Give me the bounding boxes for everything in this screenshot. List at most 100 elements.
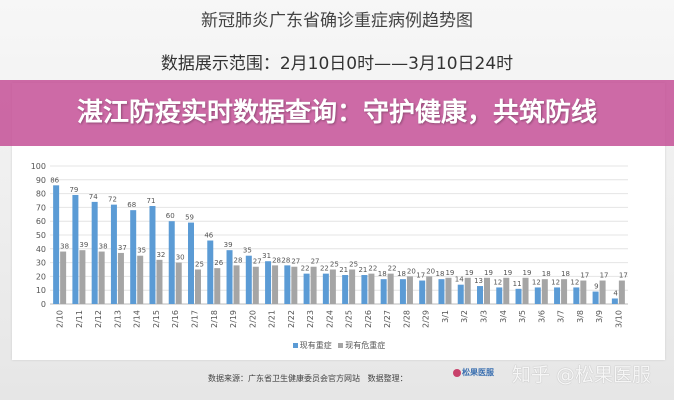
legend-swatch-series2 <box>338 343 344 348</box>
bar-severe <box>611 298 618 304</box>
x-tick-label: 3/4 <box>499 310 508 323</box>
x-tick-label: 3/1 <box>441 310 450 323</box>
data-label: 13 <box>474 277 483 285</box>
y-tick-label: 90 <box>36 176 46 185</box>
data-label: 60 <box>166 212 175 220</box>
bar-severe <box>303 273 310 304</box>
y-tick-label: 40 <box>36 245 46 254</box>
x-tick-label: 2/19 <box>229 310 238 328</box>
x-tick-label: 3/8 <box>576 310 585 323</box>
bar-severe <box>534 287 541 304</box>
bar-severe <box>322 273 329 304</box>
data-label: 25 <box>349 261 358 269</box>
data-label: 21 <box>339 266 348 274</box>
x-tick-label: 2/28 <box>402 310 411 328</box>
data-label: 12 <box>570 278 579 286</box>
bar-severe <box>226 250 233 304</box>
data-label: 19 <box>445 269 454 277</box>
y-tick-label: 0 <box>41 300 46 309</box>
data-label: 37 <box>118 244 127 252</box>
bar-severe <box>380 279 387 304</box>
chart-subtitle: 数据展示范围：2月10日0时——3月10日24时 <box>160 54 514 74</box>
y-tick-label: 30 <box>36 259 46 268</box>
x-tick-label: 2/20 <box>248 310 257 328</box>
bar-critical <box>426 276 433 304</box>
x-tick-label: 2/18 <box>210 310 219 328</box>
data-label: 21 <box>358 266 367 274</box>
data-label: 28 <box>281 256 290 264</box>
bar-severe <box>168 221 175 304</box>
data-label: 20 <box>407 267 416 275</box>
data-label: 12 <box>493 278 502 286</box>
bar-critical <box>561 279 568 304</box>
bar-severe <box>399 279 406 304</box>
data-label: 46 <box>204 232 213 240</box>
bar-critical <box>175 262 182 304</box>
data-label: 28 <box>272 256 281 264</box>
data-label: 11 <box>513 280 522 288</box>
bar-severe <box>53 185 60 304</box>
logo-text: 松果医服 <box>462 368 494 377</box>
data-label: 18 <box>397 270 406 278</box>
bar-critical <box>599 280 606 304</box>
bar-critical <box>503 277 510 304</box>
data-label: 19 <box>484 269 493 277</box>
data-label: 18 <box>561 270 570 278</box>
x-tick-label: 2/24 <box>325 310 334 328</box>
data-label: 74 <box>89 193 98 201</box>
bar-severe <box>110 204 117 304</box>
x-tick-label: 2/15 <box>152 310 161 328</box>
bar-critical <box>464 277 471 304</box>
x-tick-label: 2/13 <box>113 310 122 328</box>
bar-severe <box>342 275 349 304</box>
x-tick-label: 3/2 <box>460 310 469 323</box>
data-label: 28 <box>234 256 243 264</box>
bar-severe <box>554 287 561 304</box>
bar-severe <box>72 194 79 304</box>
chart-title: 新冠肺炎广东省确诊重症病例趋势图 <box>201 11 473 31</box>
bar-critical <box>406 276 413 304</box>
data-source: 数据来源：广东省卫生健康委员会官方网站 数据整理： <box>208 373 408 384</box>
data-label: 19 <box>523 269 532 277</box>
bar-critical <box>252 266 259 304</box>
x-tick-label: 3/7 <box>557 310 566 323</box>
bar-severe <box>438 279 445 304</box>
x-tick-label: 2/21 <box>268 310 277 328</box>
x-tick-label: 3/3 <box>480 310 489 323</box>
bar-critical <box>214 268 221 304</box>
logo: 松果医服 <box>452 367 494 378</box>
bar-critical <box>79 250 86 304</box>
bar-critical <box>272 265 279 304</box>
bar-severe <box>419 280 426 304</box>
bar-critical <box>445 277 452 304</box>
bar-critical <box>310 266 317 304</box>
bar-severe <box>188 222 194 304</box>
legend-label-series1: 现有重症 <box>299 341 332 350</box>
bar-critical <box>156 259 163 304</box>
data-label: 17 <box>619 272 628 280</box>
x-tick-label: 2/12 <box>94 310 103 328</box>
x-tick-label: 2/29 <box>422 310 431 328</box>
x-tick-label: 2/16 <box>171 310 180 328</box>
bar-critical <box>60 251 67 304</box>
x-tick-label: 2/10 <box>56 310 65 328</box>
data-label: 27 <box>311 258 320 266</box>
bar-severe <box>477 286 483 304</box>
data-label: 9 <box>594 283 598 291</box>
bar-critical <box>522 277 529 304</box>
y-tick-label: 20 <box>36 272 46 281</box>
data-label: 27 <box>253 258 262 266</box>
data-label: 35 <box>137 247 146 255</box>
y-tick-label: 10 <box>36 286 46 295</box>
x-tick-label: 2/23 <box>306 310 315 328</box>
x-tick-label: 2/25 <box>345 310 354 328</box>
data-label: 39 <box>224 241 233 249</box>
data-label: 27 <box>291 258 300 266</box>
legend-swatch-series1 <box>292 343 298 348</box>
data-label: 14 <box>455 276 464 284</box>
data-label: 86 <box>50 176 59 184</box>
data-label: 22 <box>388 265 397 273</box>
data-label: 26 <box>214 259 223 267</box>
x-tick-label: 2/11 <box>75 310 84 328</box>
data-label: 72 <box>108 196 117 204</box>
